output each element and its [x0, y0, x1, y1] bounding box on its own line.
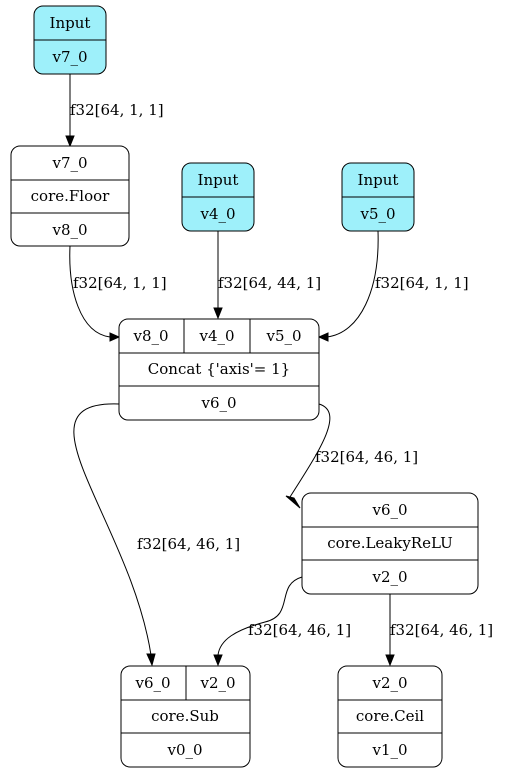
edge-v4-to-concat: f32[64, 44, 1]: [213, 231, 321, 320]
edge-v7-to-floor: f32[64, 1, 1]: [65, 74, 164, 148]
edge-label-leakyrelu-to-ceil: f32[64, 46, 1]: [390, 621, 493, 639]
node-header: Input: [50, 14, 91, 32]
edge-label-concat-to-sub: f32[64, 46, 1]: [137, 535, 240, 553]
node-input-port: v2_0: [199, 674, 235, 692]
edge-label-floor-to-concat: f32[64, 1, 1]: [73, 274, 167, 292]
node-floor: v7_0 core.Floor v8_0: [10, 145, 130, 247]
edge-v5-to-concat: f32[64, 1, 1]: [317, 230, 469, 342]
node-input: v7_0: [51, 154, 87, 172]
edge-floor-to-concat: f32[64, 1, 1]: [69, 245, 167, 342]
node-output: v0_0: [166, 741, 202, 759]
edge-concat-to-sub: f32[64, 46, 1]: [73, 403, 240, 667]
node-header: Input: [198, 171, 239, 189]
node-output: v4_0: [199, 205, 235, 223]
edge-concat-to-leakyrelu: f32[64, 46, 1]: [285, 403, 418, 509]
node-sub: v6_0 v2_0 core.Sub v0_0: [120, 665, 251, 768]
edge-label-v5-to-concat: f32[64, 1, 1]: [375, 274, 469, 292]
node-header: Input: [358, 171, 399, 189]
node-output: v7_0: [51, 48, 87, 66]
edge-label-concat-to-leakyrelu: f32[64, 46, 1]: [315, 448, 418, 466]
node-output: v8_0: [51, 221, 87, 239]
node-op: core.Ceil: [356, 707, 424, 725]
node-input-port: v6_0: [134, 674, 170, 692]
node-op: core.Floor: [31, 187, 111, 205]
node-output: v2_0: [371, 568, 407, 586]
edge-label-v4-to-concat: f32[64, 44, 1]: [218, 274, 321, 292]
node-ceil: v2_0 core.Ceil v1_0: [337, 665, 443, 768]
node-input-port: v4_0: [198, 327, 234, 345]
node-input: v6_0: [371, 501, 407, 519]
edge-leakyrelu-to-sub: f32[64, 46, 1]: [213, 576, 351, 667]
node-output: v1_0: [371, 741, 407, 759]
edge-label-v7-to-floor: f32[64, 1, 1]: [70, 101, 164, 119]
node-input-v5: Input v5_0: [341, 162, 415, 232]
node-input-port: v5_0: [265, 327, 301, 345]
node-output: v5_0: [359, 205, 395, 223]
node-op: Concat {'axis'= 1}: [148, 360, 290, 378]
node-op: core.LeakyReLU: [327, 534, 453, 552]
node-output: v6_0: [200, 394, 236, 412]
node-input-port: v8_0: [132, 327, 168, 345]
node-leakyrelu: v6_0 core.LeakyReLU v2_0: [301, 492, 479, 595]
node-op: core.Sub: [151, 707, 219, 725]
node-input: v2_0: [371, 674, 407, 692]
edge-label-leakyrelu-to-sub: f32[64, 46, 1]: [248, 621, 351, 639]
node-concat: v8_0 v4_0 v5_0 Concat {'axis'= 1} v6_0: [118, 318, 320, 421]
node-input-v4: Input v4_0: [181, 162, 255, 232]
edge-leakyrelu-to-ceil: f32[64, 46, 1]: [385, 594, 493, 667]
node-input-v7: Input v7_0: [33, 5, 107, 75]
